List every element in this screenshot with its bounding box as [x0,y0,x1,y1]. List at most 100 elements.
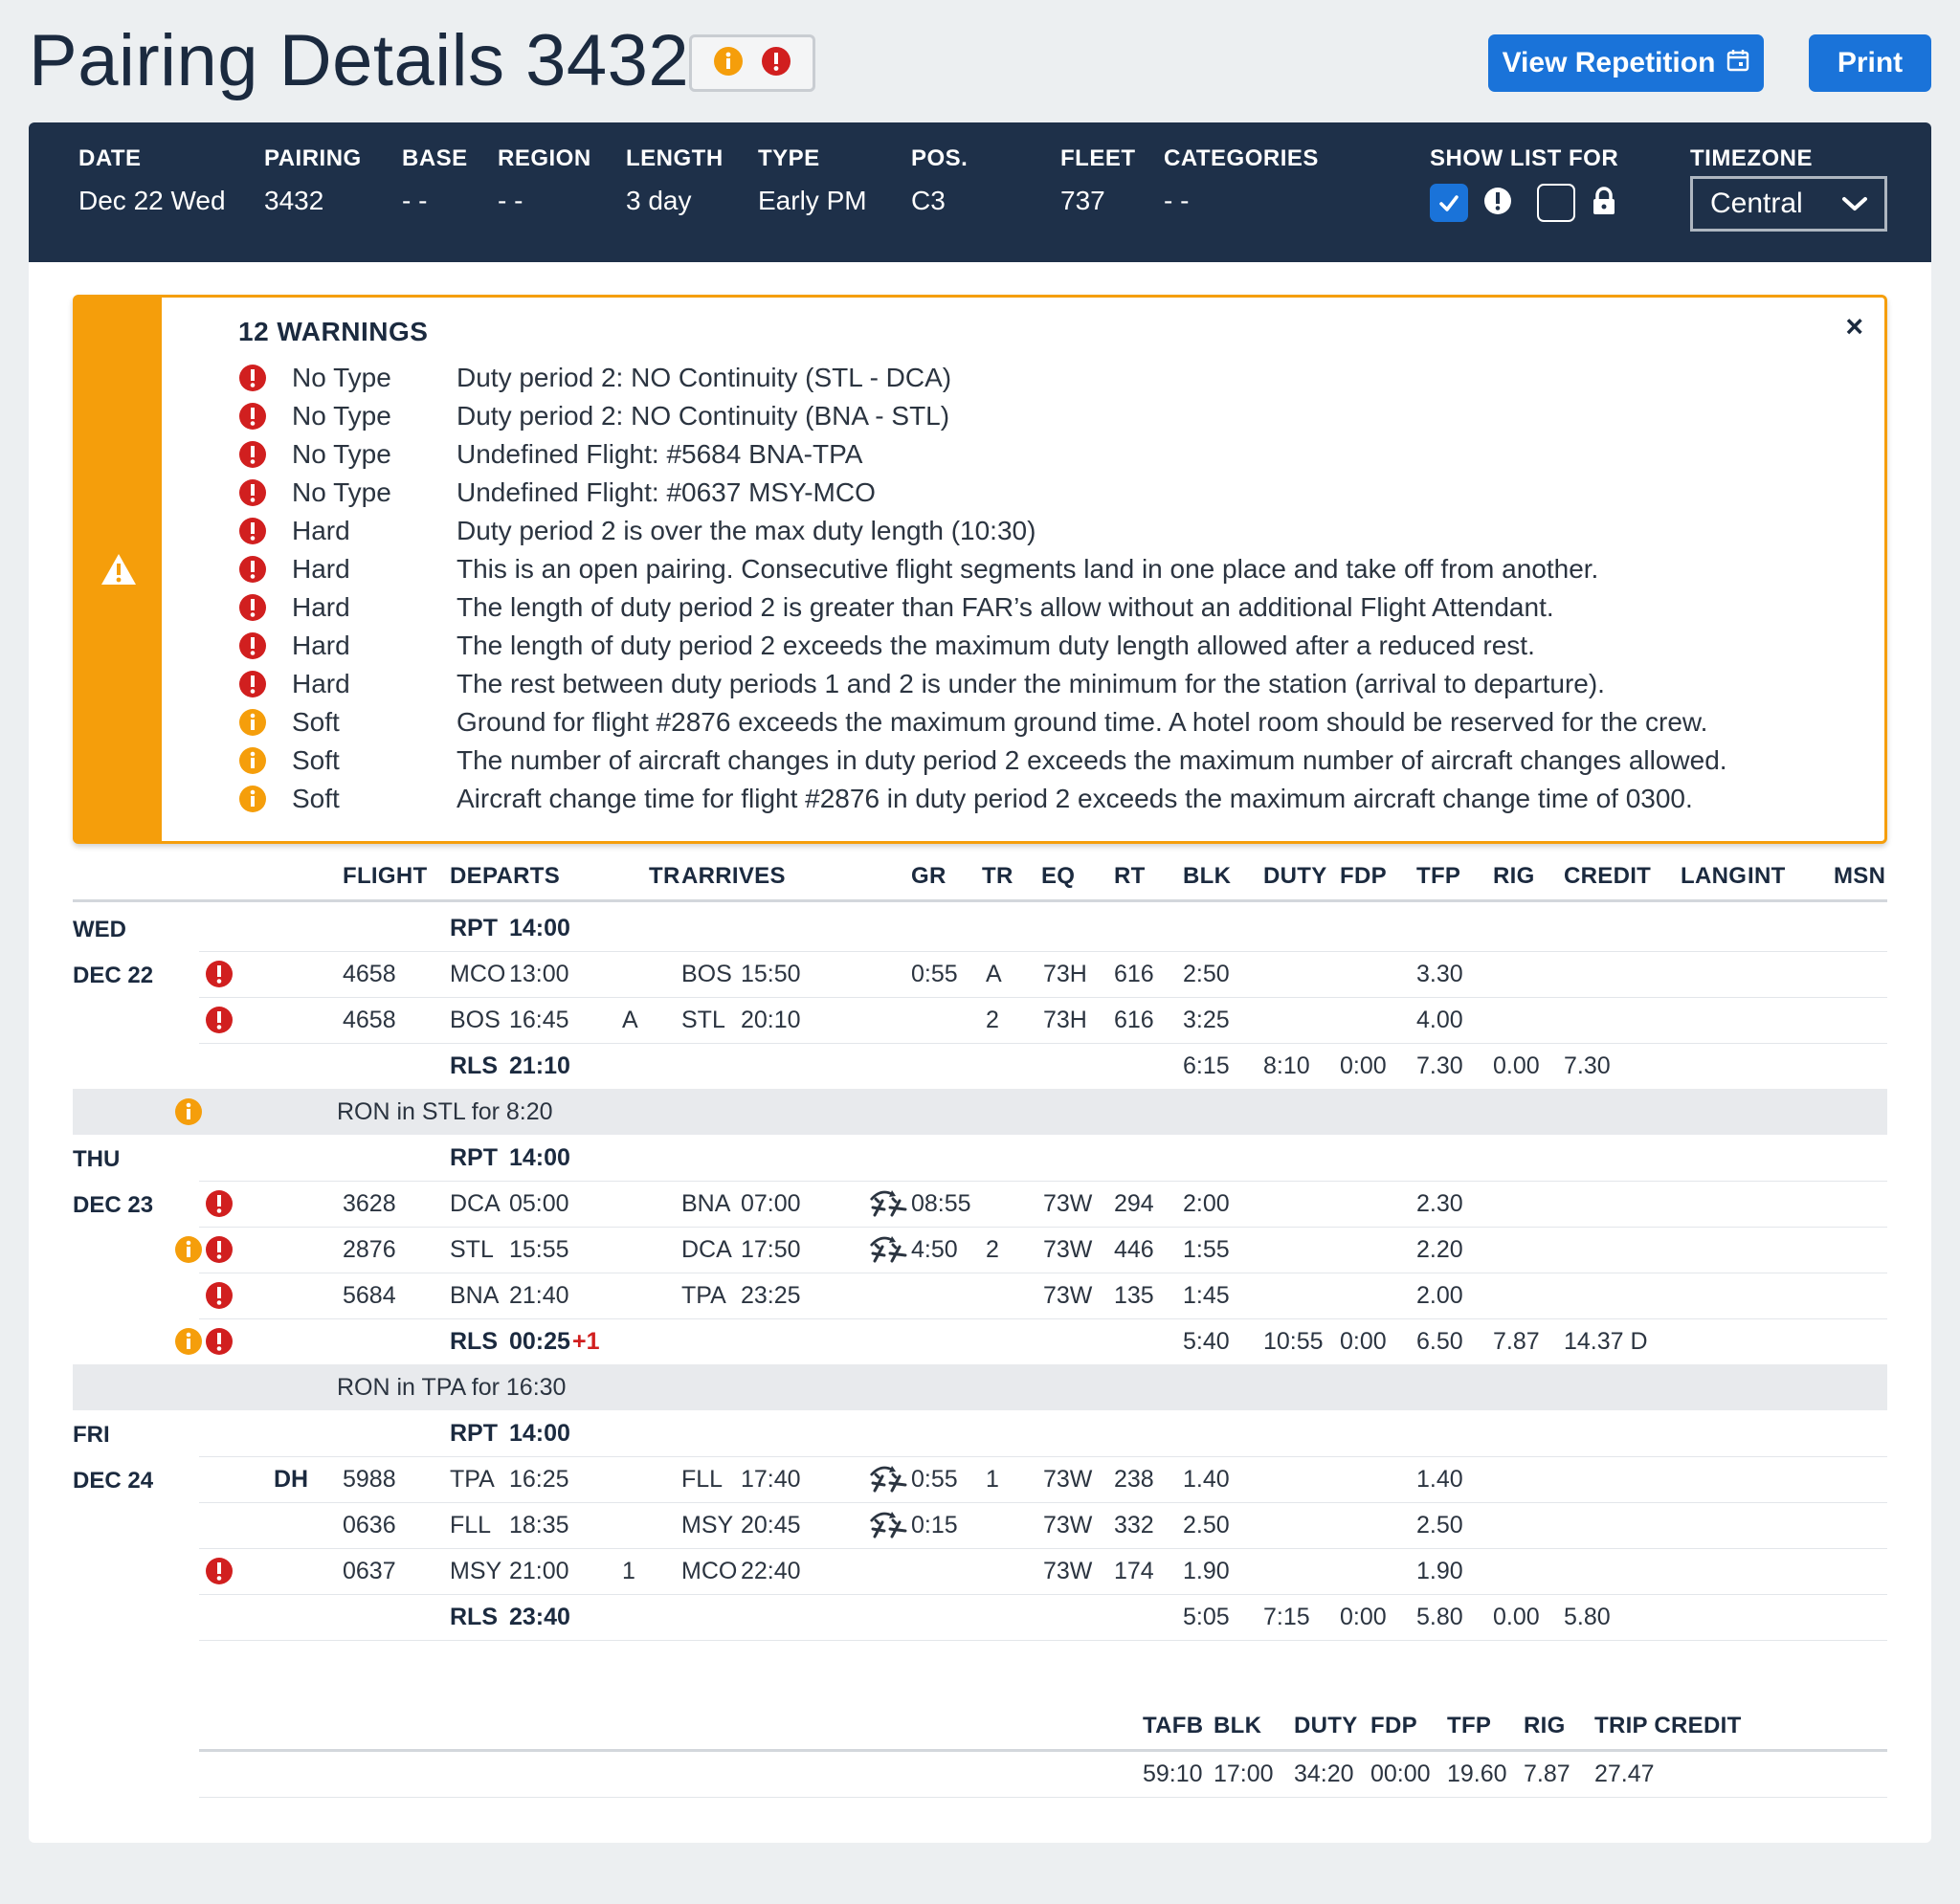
day-date: DEC 24 [73,1468,154,1494]
route: 174 [1114,1558,1154,1584]
departure-station: BNA [450,1282,500,1309]
row-divider [199,1502,1887,1503]
info-orange-icon [174,1235,203,1269]
col-header-duty[interactable]: DUTY [1263,863,1327,889]
alert-red-icon [205,1006,234,1039]
warning-text: Duty period 2: NO Continuity (STL - DCA) [457,363,952,392]
alert-red-icon [238,440,292,469]
alert-status-indicator[interactable] [689,34,815,92]
col-header-tr-ground[interactable]: TR [982,863,1013,889]
col-header-blk[interactable]: BLK [1183,863,1232,889]
timezone-label: TIMEZONE [1690,145,1813,171]
col-header-eq[interactable]: EQ [1041,863,1076,889]
warning-type: Hard [292,554,350,584]
summary-type: TYPE Early PM [758,145,867,216]
row-divider [199,1548,1887,1549]
summary-pairing-value: 3432 [264,186,324,215]
departure-station: STL [450,1236,494,1263]
info-orange-icon [713,46,744,81]
report-label: RPT [450,915,498,941]
print-button[interactable]: Print [1809,34,1931,92]
checkmark-icon [1439,195,1459,211]
aircraft-change-icon [867,1464,911,1499]
col-header-tfp[interactable]: TFP [1416,863,1461,889]
release-rig: 7.87 [1493,1328,1540,1355]
warning-text: Undefined Flight: #0637 MSY-MCO [457,477,876,507]
totals-divider [199,1749,1887,1752]
info-orange-icon [238,785,292,813]
page-title: Pairing Details 3432 [29,20,690,101]
alert-red-icon [205,1557,234,1590]
col-header-fdp[interactable]: FDP [1340,863,1387,889]
warning-item: Hard The length of duty period 2 exceeds … [238,627,1727,665]
timezone-select[interactable]: Central [1690,176,1887,232]
warning-type: Hard [292,669,350,698]
show-locked-checkbox[interactable] [1537,184,1575,222]
total-value-tfp: 19.60 [1447,1760,1507,1787]
info-orange-icon [238,708,292,737]
alert-red-icon [205,960,234,993]
route: 332 [1114,1512,1154,1539]
view-repetition-label: View Repetition [1502,47,1716,78]
col-header-lang[interactable]: LANG [1681,863,1748,889]
ron-text: RON in STL for 8:20 [337,1098,553,1125]
departure-time: 21:40 [509,1282,569,1309]
row-divider [199,1181,1887,1182]
alert-red-icon [205,1327,234,1361]
show-warnings-checkbox[interactable] [1430,184,1468,222]
day-date: DEC 23 [73,1192,154,1218]
calendar-icon [1726,47,1749,79]
col-header-rt[interactable]: RT [1114,863,1146,889]
alert-red-icon [238,593,292,622]
equipment: 73W [1043,1190,1093,1217]
col-header-rig[interactable]: RIG [1493,863,1535,889]
ground-transport: 2 [986,1007,999,1033]
release-fdp: 0:00 [1340,1604,1387,1630]
warning-item: No Type Duty period 2: NO Continuity (STL… [238,359,1727,397]
summary-length-value: 3 day [626,186,692,215]
col-header-arrives[interactable]: ARRIVES [681,863,786,889]
warnings-box: 12 WARNINGS × No Type Duty period 2: NO C… [73,295,1887,844]
warning-type: Hard [292,516,350,545]
warning-text: The number of aircraft changes in duty p… [457,745,1727,775]
view-repetition-button[interactable]: View Repetition [1488,34,1764,92]
release-tfp: 7.30 [1416,1052,1463,1079]
col-header-flight[interactable]: FLIGHT [343,863,428,889]
departure-time: 18:35 [509,1512,569,1539]
col-header-departs[interactable]: DEPARTS [450,863,560,889]
arrival-time: 20:45 [741,1512,801,1539]
alert-red-icon [205,1189,234,1223]
row-divider [199,1594,1887,1595]
flight-number: 4658 [343,1007,396,1033]
summary-region: REGION - - [498,145,591,216]
summary-base-value: - - [402,186,428,215]
col-header-msn[interactable]: MSN [1834,863,1886,889]
alert-red-icon [205,1281,234,1315]
warning-text: The rest between duty periods 1 and 2 is… [457,669,1605,698]
col-header-gr[interactable]: GR [911,863,947,889]
close-icon[interactable]: × [1845,309,1863,343]
col-header-int[interactable]: INT [1748,863,1786,889]
summary-date-label: DATE [78,145,142,171]
col-header-credit[interactable]: CREDIT [1564,863,1652,889]
summary-type-label: TYPE [758,145,820,171]
deadhead-flag: DH [274,1466,309,1493]
alert-red-icon [238,555,292,584]
col-header-tr[interactable]: TR [649,863,680,889]
total-header-duty: DUTY [1294,1713,1358,1738]
departure-transport: A [622,1007,638,1033]
release-rig: 0.00 [1493,1052,1540,1079]
alert-red-icon [205,1235,234,1269]
summary-fleet: FLEET 737 [1060,145,1136,216]
summary-pos: POS. C3 [911,145,968,216]
alert-red-icon [238,517,292,545]
alert-red-icon [238,670,292,698]
arrival-station: FLL [681,1466,724,1493]
route: 238 [1114,1466,1154,1493]
route: 446 [1114,1236,1154,1263]
summary-categories-label: CATEGORIES [1164,145,1319,171]
flight-number: 5684 [343,1282,396,1309]
departure-station: FLL [450,1512,492,1539]
release-label: RLS [450,1328,498,1355]
row-divider [199,1640,1887,1641]
